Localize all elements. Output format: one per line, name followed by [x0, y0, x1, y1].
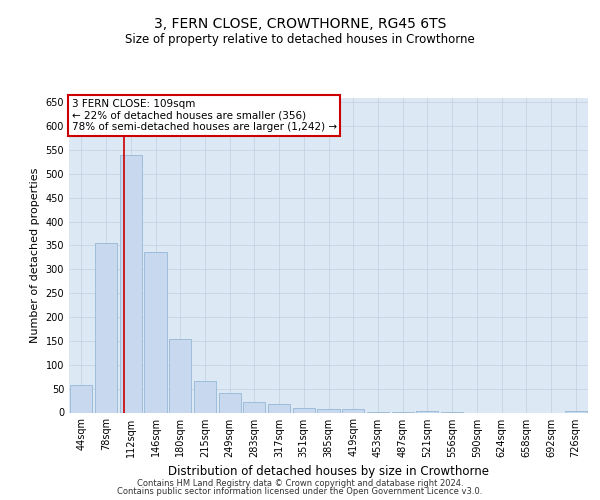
Bar [317, 409, 340, 412]
Bar [268, 404, 290, 412]
Bar [119, 155, 142, 412]
Text: 3, FERN CLOSE, CROWTHORNE, RG45 6TS: 3, FERN CLOSE, CROWTHORNE, RG45 6TS [154, 18, 446, 32]
Bar [95, 243, 117, 412]
Y-axis label: Number of detached properties: Number of detached properties [30, 168, 40, 342]
Bar [293, 408, 315, 412]
Bar [194, 380, 216, 412]
Text: Contains HM Land Registry data © Crown copyright and database right 2024.: Contains HM Land Registry data © Crown c… [137, 478, 463, 488]
Bar [169, 338, 191, 412]
Bar [416, 410, 439, 412]
Bar [342, 408, 364, 412]
Text: Contains public sector information licensed under the Open Government Licence v3: Contains public sector information licen… [118, 487, 482, 496]
Bar [145, 252, 167, 412]
Bar [70, 386, 92, 412]
Bar [243, 402, 265, 412]
X-axis label: Distribution of detached houses by size in Crowthorne: Distribution of detached houses by size … [168, 465, 489, 478]
Text: Size of property relative to detached houses in Crowthorne: Size of property relative to detached ho… [125, 32, 475, 46]
Bar [218, 394, 241, 412]
Text: 3 FERN CLOSE: 109sqm
← 22% of detached houses are smaller (356)
78% of semi-deta: 3 FERN CLOSE: 109sqm ← 22% of detached h… [71, 99, 337, 132]
Bar [565, 410, 587, 412]
